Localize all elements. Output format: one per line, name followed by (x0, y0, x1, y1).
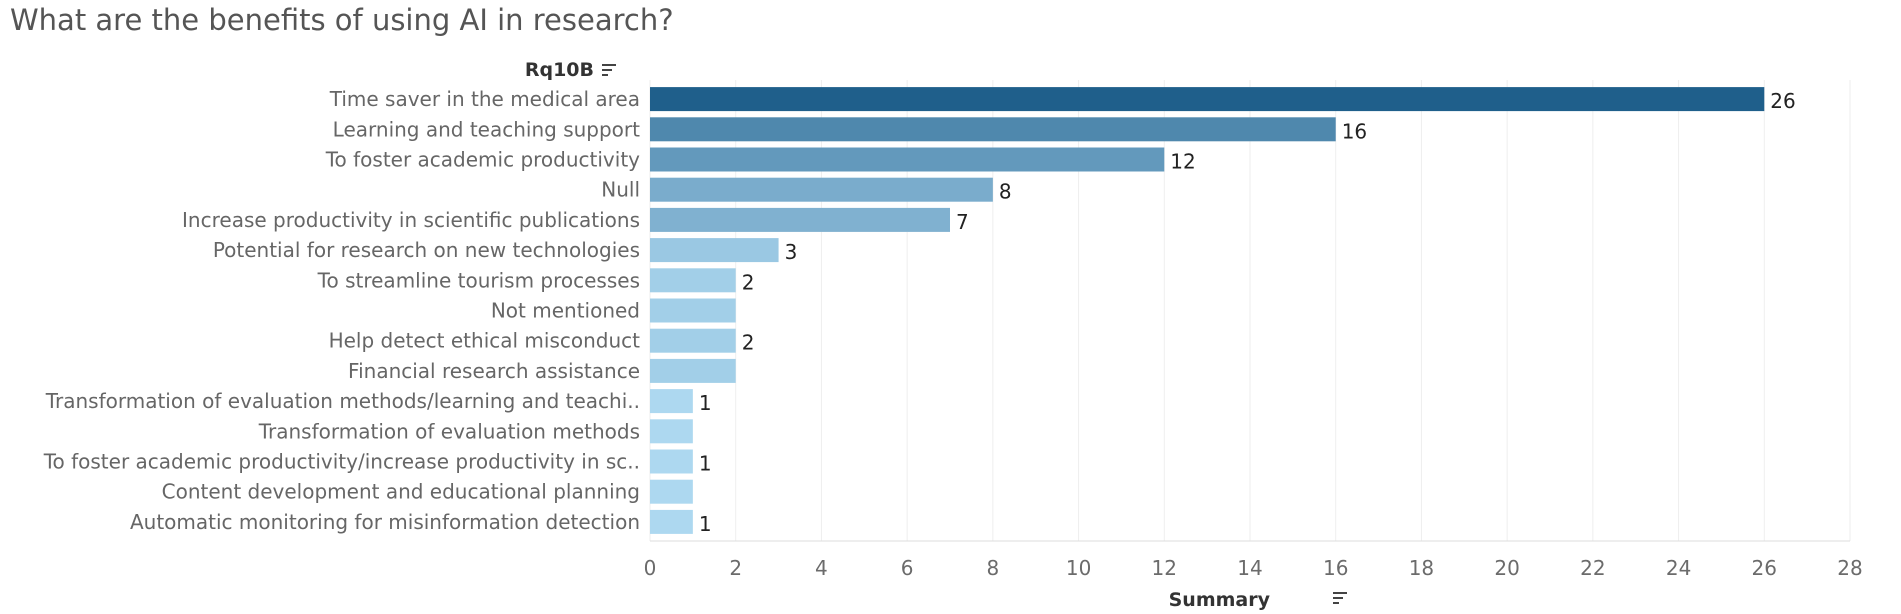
value-label: 1 (699, 452, 712, 476)
bars (650, 87, 1765, 534)
category-header[interactable]: Rq10B (525, 59, 616, 81)
category-label: Null (601, 178, 640, 202)
x-tick-label: 24 (1666, 556, 1691, 580)
category-label: Automatic monitoring for misinformation … (130, 510, 640, 534)
x-tick-label: 0 (644, 556, 657, 580)
bar[interactable] (650, 268, 736, 293)
sort-icon[interactable] (1333, 592, 1347, 604)
category-label: To foster academic productivity/increase… (43, 450, 640, 474)
x-axis-title-group[interactable]: Summary (1169, 589, 1347, 611)
bar[interactable] (650, 449, 693, 474)
value-label: 1 (699, 512, 712, 536)
x-tick-label: 4 (815, 556, 828, 580)
x-tick-label: 10 (1066, 556, 1091, 580)
category-label: Learning and teaching support (333, 117, 640, 141)
x-tick-label: 22 (1580, 556, 1605, 580)
sort-icon[interactable] (602, 64, 616, 76)
x-tick-label: 18 (1409, 556, 1434, 580)
x-tick-label: 8 (986, 556, 999, 580)
x-tick-label: 20 (1494, 556, 1519, 580)
category-label: Financial research assistance (348, 359, 640, 383)
category-label: Potential for research on new technologi… (213, 238, 640, 262)
value-label: 16 (1342, 119, 1367, 143)
x-tick-label: 28 (1837, 556, 1862, 580)
value-labels: 26 16 12 8 7 3 2 2 1 1 1 (699, 89, 1796, 536)
x-tick-label: 26 (1752, 556, 1777, 580)
bar[interactable] (650, 238, 779, 263)
category-label: To streamline tourism processes (317, 268, 640, 292)
value-label: 3 (785, 240, 798, 264)
x-tick-label: 6 (901, 556, 914, 580)
value-label: 26 (1770, 89, 1795, 113)
category-label: To foster academic productivity (325, 148, 640, 172)
bar[interactable] (650, 298, 736, 323)
bar[interactable] (650, 177, 993, 202)
category-label: Transformation of evaluation methods (258, 419, 640, 443)
chart-title: What are the benefits of using AI in res… (10, 3, 674, 37)
x-tick-label: 14 (1237, 556, 1262, 580)
x-axis-ticks: 0 2 4 6 8 10 12 14 16 18 20 22 24 26 28 (644, 556, 1863, 580)
x-tick-label: 12 (1152, 556, 1177, 580)
bar[interactable] (650, 479, 693, 504)
value-label: 12 (1170, 150, 1195, 174)
value-label: 2 (742, 331, 755, 355)
value-label: 2 (742, 270, 755, 294)
bar[interactable] (650, 419, 693, 444)
category-label: Increase productivity in scientific publ… (182, 208, 640, 232)
bar[interactable] (650, 389, 693, 414)
x-tick-label: 2 (729, 556, 742, 580)
bar[interactable] (650, 358, 736, 383)
x-axis-title: Summary (1169, 589, 1271, 611)
category-header-label: Rq10B (525, 59, 594, 81)
category-label: Time saver in the medical area (329, 87, 640, 111)
bar[interactable] (650, 207, 950, 232)
category-labels: Time saver in the medical area Learning a… (43, 87, 640, 534)
bar[interactable] (650, 147, 1165, 172)
category-label: Transformation of evaluation methods/lea… (45, 389, 640, 413)
category-label: Content development and educational plan… (162, 480, 640, 504)
bar[interactable] (650, 328, 736, 353)
bar[interactable] (650, 509, 693, 534)
value-label: 1 (699, 391, 712, 415)
x-tick-label: 16 (1323, 556, 1348, 580)
bar[interactable] (650, 87, 1765, 112)
value-label: 7 (956, 210, 969, 234)
category-label: Not mentioned (491, 299, 640, 323)
bar[interactable] (650, 117, 1336, 142)
value-label: 8 (999, 180, 1012, 204)
category-label: Help detect ethical misconduct (329, 329, 641, 353)
